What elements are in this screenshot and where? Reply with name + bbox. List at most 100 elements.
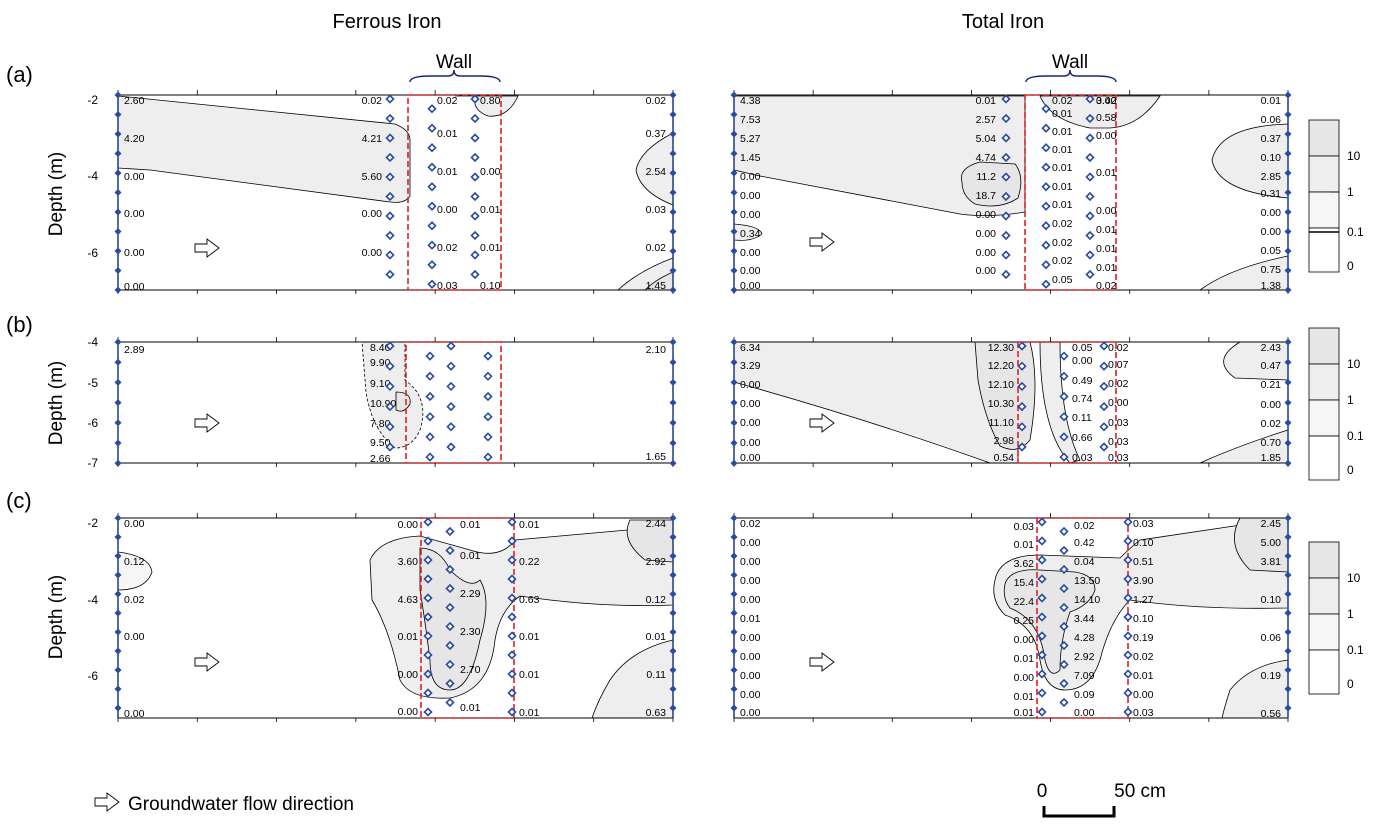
- contour-region: [591, 639, 674, 719]
- value-label: 0.58: [1096, 112, 1117, 124]
- y-tick: -5: [87, 376, 98, 390]
- sample-point: [1041, 162, 1051, 172]
- sample-point: [1041, 221, 1051, 231]
- well-point: [1284, 419, 1292, 427]
- value-label: 0.00: [740, 670, 761, 682]
- value-label: 0.00: [437, 204, 458, 216]
- value-label: 0.03: [437, 280, 458, 292]
- contour-region: [361, 341, 424, 449]
- value-label: 0.00: [124, 171, 145, 183]
- value-label: 2.45: [1261, 518, 1282, 530]
- value-label: 2.66: [370, 453, 391, 465]
- value-label: 0.00: [740, 398, 761, 410]
- value-label: 4.63: [398, 594, 419, 606]
- value-label: 0.01: [646, 631, 667, 643]
- value-label: 0.01: [460, 519, 481, 531]
- sample-point: [385, 152, 395, 163]
- legend-swatch: [1308, 155, 1340, 193]
- well-point: [1284, 111, 1292, 118]
- sample-point: [1001, 230, 1011, 241]
- sample-point: [446, 341, 456, 351]
- well-point: [114, 267, 122, 274]
- well-point: [1284, 338, 1292, 346]
- sample-point: [1037, 536, 1047, 546]
- value-label: 0.11: [646, 669, 666, 681]
- value-label: 7.53: [740, 114, 761, 126]
- well-point: [114, 704, 122, 712]
- value-label: 0.22: [519, 556, 540, 568]
- sample-point: [1123, 688, 1133, 698]
- sample-point: [427, 182, 437, 192]
- value-label: 0.00: [124, 518, 145, 530]
- sample-point: [427, 162, 437, 172]
- sample-point: [483, 391, 493, 402]
- value-label: 0.02: [1052, 237, 1073, 249]
- panel-b-ferrous: -4 -5 -6 -7 2.89 8.40 9.90 9.10 10.90 7.…: [87, 335, 674, 470]
- column-title-ferrous: Ferrous Iron: [333, 11, 442, 33]
- value-label: 3.90: [1133, 575, 1154, 587]
- well-point: [114, 628, 122, 636]
- well-point: [730, 609, 738, 617]
- sample-point: [1041, 240, 1051, 250]
- scale-bar: [1042, 806, 1116, 818]
- sample-point: [385, 341, 395, 351]
- value-label: 4.21: [362, 133, 383, 145]
- well-point: [114, 358, 122, 366]
- sample-point: [1041, 260, 1051, 270]
- sample-point: [507, 536, 517, 546]
- sample-point: [1001, 269, 1011, 280]
- well-point: [669, 571, 677, 579]
- well-point: [669, 286, 677, 294]
- value-label: 4.74: [976, 152, 997, 164]
- sample-point: [1017, 442, 1027, 452]
- value-label: 3.40: [1096, 95, 1117, 107]
- value-label: 0.01: [1096, 167, 1117, 179]
- value-label: 0.00: [740, 265, 761, 277]
- y-tick: -4: [87, 169, 98, 183]
- sample-point: [1085, 269, 1095, 280]
- value-label: 0.03: [1133, 518, 1154, 530]
- well-point: [1284, 533, 1292, 541]
- legend-swatch: [1308, 227, 1340, 273]
- value-label: 0.01: [740, 613, 761, 625]
- well-point: [1284, 514, 1292, 522]
- value-label: 0.11: [1072, 412, 1092, 424]
- sample-point: [1059, 640, 1069, 651]
- value-label: 0.37: [646, 128, 667, 140]
- sample-point: [507, 574, 517, 584]
- value-label: 0.00: [1096, 205, 1117, 217]
- sample-point: [385, 442, 395, 452]
- sample-point: [1099, 401, 1109, 412]
- value-label: 0.02: [1096, 95, 1117, 107]
- sample-point: [445, 564, 455, 575]
- well-point: [1284, 647, 1292, 655]
- value-label: 0.10: [480, 280, 501, 292]
- value-label: 3.81: [1261, 556, 1282, 568]
- sample-point: [470, 211, 480, 221]
- value-label: 0.00: [1074, 707, 1095, 719]
- sample-point: [385, 133, 395, 143]
- well-point: [730, 247, 738, 255]
- value-label: 0.02: [740, 518, 761, 530]
- wall-label-right: Wall: [1052, 52, 1088, 73]
- sample-point: [446, 381, 456, 392]
- sample-point: [423, 650, 433, 660]
- sample-point: [1059, 452, 1069, 462]
- value-label: 0.00: [1261, 399, 1282, 411]
- flow-arrow-icon: [194, 413, 220, 433]
- value-label: 0.01: [437, 166, 458, 178]
- value-label: 0.01: [1052, 108, 1073, 120]
- y-tick: -4: [87, 335, 98, 349]
- legend-label: 0: [1347, 677, 1354, 691]
- value-label: 0.00: [740, 417, 761, 429]
- sample-point: [1085, 250, 1095, 260]
- value-label: 0.74: [1072, 393, 1093, 405]
- value-label: 1.65: [646, 451, 667, 463]
- sample-point: [445, 640, 455, 651]
- value-label: 0.00: [1133, 689, 1154, 701]
- value-label: 0.01: [519, 669, 540, 681]
- value-label: 0.75: [1261, 264, 1282, 276]
- sample-point: [1059, 432, 1069, 442]
- sample-point: [1037, 574, 1047, 584]
